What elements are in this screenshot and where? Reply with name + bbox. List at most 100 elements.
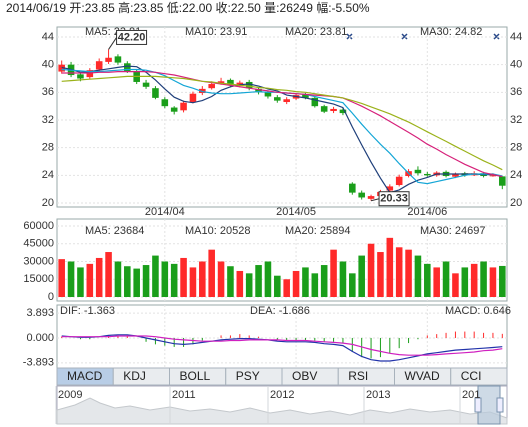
- macd-line: [61, 335, 503, 356]
- candle-body: [199, 88, 206, 94]
- y-tick-label: 0: [48, 291, 54, 303]
- candle-body: [489, 175, 497, 177]
- volume-bar: [349, 273, 356, 297]
- candle-body: [414, 169, 422, 174]
- volume-bar: [452, 273, 459, 297]
- y-tick-label: 20: [42, 197, 54, 209]
- y-tick-label: 40: [42, 59, 54, 71]
- candle-body: [161, 99, 169, 107]
- candle-body: [320, 106, 328, 112]
- y-tick-label: 44: [42, 31, 54, 43]
- y-tick-label: 24: [510, 169, 522, 181]
- y-tick-label: -3.893: [23, 357, 54, 369]
- candle-body: [58, 64, 65, 72]
- legend-entry: MA20: 23.81: [285, 26, 347, 38]
- volume-bar: [283, 279, 290, 297]
- candle-body: [367, 196, 375, 199]
- volume-bar: [433, 267, 440, 297]
- candle-body: [180, 102, 187, 111]
- candle-body: [395, 176, 403, 186]
- price-panel: [56, 26, 508, 208]
- volume-bar: [405, 249, 412, 297]
- tab-label[interactable]: CCI: [461, 369, 482, 383]
- legend-entry: MA10: 20528: [185, 225, 250, 237]
- volume-bar: [199, 261, 206, 297]
- header: 2014/06/19 开:23.85 高:23.85 低:22.00 收:22.…: [6, 0, 370, 15]
- legend-entry: MA20: 25894: [285, 225, 350, 237]
- annotation: 42.20: [118, 31, 146, 43]
- y-tick-label: 45000: [23, 238, 54, 250]
- navigator-year: 2013: [366, 389, 390, 401]
- tab-label[interactable]: BOLL: [180, 369, 211, 383]
- volume-bar: [395, 247, 403, 297]
- x-tick-label: 2014/06: [407, 206, 447, 218]
- volume-bar: [124, 266, 131, 297]
- volume-bar: [424, 263, 431, 297]
- y-tick-label: 40: [510, 59, 522, 71]
- y-tick-label: 28: [510, 142, 522, 154]
- volume-bar: [358, 255, 365, 297]
- tab-label[interactable]: OBV: [292, 369, 317, 383]
- candle-body: [302, 94, 309, 98]
- candle-body: [77, 74, 84, 79]
- volume-bar: [330, 249, 337, 297]
- tab-label[interactable]: KDJ: [123, 369, 146, 383]
- y-tick-label: 0.000: [26, 332, 54, 344]
- candle-body: [245, 81, 253, 89]
- volume-bar: [386, 237, 394, 297]
- candle-body: [386, 186, 394, 191]
- volume-panel: [56, 218, 508, 302]
- candle-body: [124, 63, 131, 72]
- candle-body: [189, 93, 197, 103]
- candle-body: [452, 173, 459, 177]
- volume-bar: [274, 275, 281, 297]
- volume-bar: [133, 268, 140, 297]
- volume-bar: [105, 252, 112, 297]
- volume-bar: [377, 252, 384, 297]
- volume-bar: [489, 267, 497, 297]
- annotation-leader: [370, 198, 380, 202]
- volume-bar: [367, 243, 375, 297]
- candle-body: [255, 88, 262, 93]
- tab-label[interactable]: WVAD: [405, 369, 440, 383]
- volume-bar: [114, 261, 122, 297]
- y-tick-label: 32: [510, 114, 522, 126]
- candle-body: [227, 79, 234, 86]
- volume-bar: [161, 261, 169, 297]
- candle-body: [114, 56, 122, 63]
- volume-bar: [302, 267, 309, 297]
- y-tick-label: 24: [42, 169, 54, 181]
- tab-label[interactable]: PSY: [236, 369, 260, 383]
- tab-label[interactable]: RSI: [348, 369, 368, 383]
- candle-body: [499, 176, 506, 186]
- y-tick-label: 36: [42, 86, 54, 98]
- candle-body: [349, 183, 356, 193]
- volume-bar: [255, 265, 262, 297]
- navigator-handle[interactable]: [474, 397, 482, 413]
- volume-bar: [414, 255, 422, 297]
- volume-bar: [442, 261, 450, 297]
- y-tick-label: 28: [42, 142, 54, 154]
- candle-body: [208, 84, 215, 89]
- volume-bar: [311, 273, 319, 297]
- navigator-handle[interactable]: [496, 397, 504, 413]
- tab[interactable]: [450, 367, 508, 386]
- x-tick-label: 2014/05: [276, 206, 316, 218]
- volume-bar: [461, 267, 469, 297]
- y-tick-label: 32: [42, 114, 54, 126]
- candle-body: [330, 108, 337, 112]
- navigator-year: 201: [462, 389, 480, 401]
- legend-entry: MACD: 0.646: [445, 305, 511, 317]
- legend-entry: MA5: 23684: [85, 225, 144, 237]
- annotation-box: [378, 191, 410, 207]
- volume-bar: [499, 265, 506, 297]
- volume-bar: [236, 270, 244, 297]
- annotation-leader: [108, 37, 117, 50]
- y-tick-label: 44: [510, 31, 522, 43]
- navigator-year: 2009: [58, 389, 82, 401]
- volume-bar: [86, 263, 94, 297]
- candle-body: [217, 81, 225, 84]
- tab-label[interactable]: MACD: [67, 369, 103, 383]
